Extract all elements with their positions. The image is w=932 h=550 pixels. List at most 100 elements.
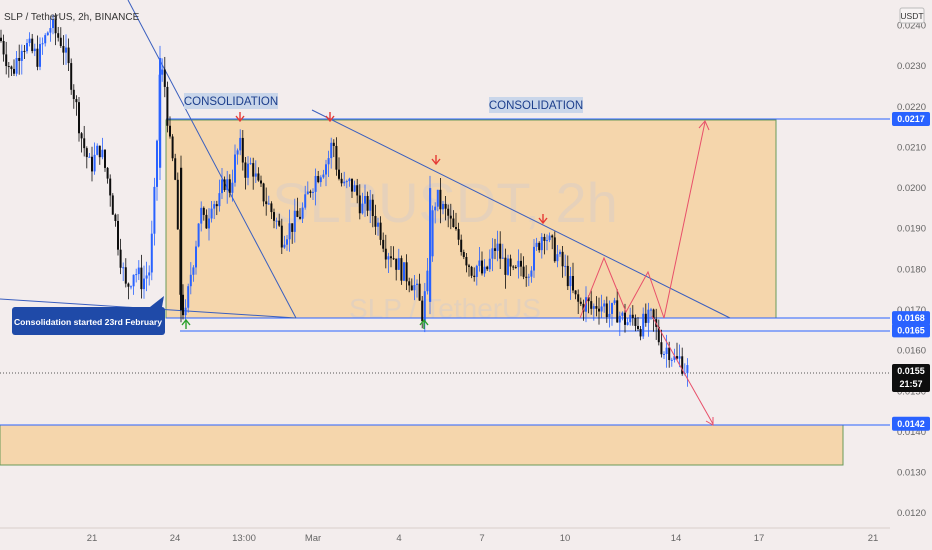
candle-body (226, 179, 229, 191)
time-tick-label: 13:00 (232, 533, 256, 544)
candle-body (429, 188, 432, 302)
time-tick-label: 21 (868, 533, 879, 544)
candle-body (390, 256, 392, 259)
candle-body (364, 195, 366, 204)
candle-body (148, 272, 151, 276)
price-tags: 0.0217 0.0168 0.0165 0.0142 0.0155 21:57 (892, 112, 930, 431)
candle-body (561, 251, 564, 267)
down-arrow-icon (325, 112, 335, 123)
price-axis (890, 0, 932, 550)
candle-body (166, 86, 169, 126)
candle-body (80, 133, 83, 139)
candle-body (465, 256, 468, 266)
price-axis-ticks: 0.0240 0.0230 0.0220 0.0210 0.0200 0.0190 0.01… (897, 21, 926, 520)
candle-body (351, 178, 353, 192)
candle-body (244, 162, 247, 178)
candle-body (616, 300, 619, 323)
candle-body (400, 258, 403, 281)
candle-body (504, 257, 507, 275)
trendline-descending-resistance (311, 109, 731, 319)
candle-body (117, 220, 119, 250)
candle-body (98, 145, 101, 158)
candle-body (639, 328, 642, 337)
candle-body (598, 308, 600, 312)
candle-body (603, 303, 606, 307)
candle-body (631, 314, 634, 318)
time-tick-label: 14 (671, 533, 682, 544)
candle-countdown: 21:57 (899, 379, 922, 389)
candle-body (673, 356, 676, 360)
candle-body (361, 203, 364, 214)
candle-body (221, 179, 223, 194)
candle-body (143, 278, 145, 290)
candle-body (436, 189, 439, 207)
candle-body (275, 220, 278, 222)
candle-body (377, 222, 379, 227)
candle-body (270, 203, 273, 213)
candle-body (205, 214, 208, 229)
candle-body (486, 266, 489, 270)
candle-body (159, 58, 162, 168)
candle-body (44, 35, 47, 44)
candle-body (260, 180, 262, 184)
candle-body (470, 266, 473, 276)
candle-body (408, 281, 411, 286)
candle-body (369, 199, 372, 211)
candle-body (280, 225, 283, 248)
candle-body (374, 216, 377, 227)
currency-badge: USDT (900, 11, 923, 21)
candle-body (7, 66, 10, 68)
candle-body (122, 267, 125, 269)
trendline-left-descending (127, 0, 297, 319)
time-tick-label: Mar (305, 533, 321, 544)
currency-badge-box[interactable] (899, 7, 925, 24)
candle-body (187, 286, 190, 308)
candle-body (605, 303, 608, 318)
candle-body (130, 286, 132, 288)
candle-body (46, 32, 49, 36)
candle-body (41, 43, 44, 45)
candle-body (31, 38, 34, 52)
candle-body (15, 57, 18, 74)
candle-body (267, 203, 270, 205)
candle-body (403, 262, 405, 281)
candle-body (137, 267, 140, 275)
candle-body (499, 243, 502, 259)
candle-body (670, 359, 673, 361)
candle-body (85, 148, 88, 158)
candle-body (223, 179, 226, 191)
candle-body (174, 158, 177, 180)
price-tick-label: 0.0170 (897, 305, 926, 316)
candle-body (587, 297, 590, 302)
price-tag-box (892, 112, 930, 126)
up-arrow-icon (181, 318, 191, 329)
candle-body (434, 206, 437, 211)
price-tag-label: 0.0142 (897, 419, 925, 429)
candle-body (145, 275, 148, 279)
candle-body (330, 142, 333, 159)
price-tick-label: 0.0140 (897, 427, 926, 438)
candle-body (202, 207, 205, 215)
candle-body (501, 257, 504, 259)
time-tick-label: 17 (754, 533, 765, 544)
candle-body (553, 237, 556, 262)
candle-body (546, 240, 548, 242)
candles-layer (0, 13, 689, 387)
candle-body (109, 178, 112, 196)
consolidation-start-note: Consolidation started 23rd February (14, 317, 162, 327)
candle-body (78, 102, 80, 134)
candle-body (618, 315, 621, 323)
time-tick-label: 10 (560, 533, 571, 544)
candle-body (239, 137, 242, 151)
candle-body (608, 313, 611, 318)
price-tag-box (892, 416, 930, 431)
candle-body (197, 223, 200, 247)
candle-body (600, 306, 603, 312)
candle-body (249, 163, 252, 165)
candle-body (182, 294, 184, 316)
candle-body (387, 256, 390, 260)
candle-body (527, 276, 530, 278)
candle-body (566, 265, 569, 287)
candle-body (556, 254, 559, 262)
candle-body (644, 313, 647, 323)
